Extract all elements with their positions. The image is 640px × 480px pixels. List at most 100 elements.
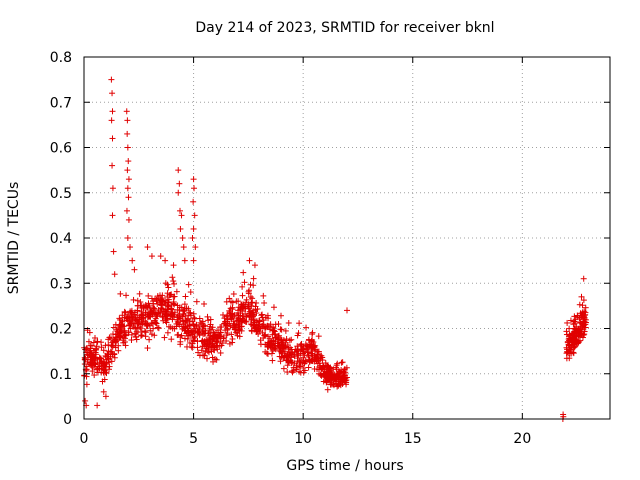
data-point	[176, 180, 183, 187]
data-point	[570, 321, 577, 328]
data-point	[191, 185, 198, 192]
data-point	[135, 329, 142, 336]
data-point	[305, 364, 312, 371]
data-point	[128, 337, 135, 344]
data-point	[305, 353, 312, 360]
data-point	[187, 289, 194, 296]
data-point	[246, 287, 253, 294]
data-point	[98, 344, 105, 351]
data-point	[190, 176, 197, 183]
data-point	[272, 331, 279, 338]
data-point	[90, 339, 97, 346]
data-point	[269, 325, 276, 332]
data-point	[563, 355, 570, 362]
data-point	[569, 334, 576, 341]
data-point	[165, 284, 172, 291]
data-point	[320, 363, 327, 370]
data-point	[300, 369, 307, 376]
data-point	[563, 328, 570, 335]
data-point	[106, 334, 113, 341]
data-point	[338, 359, 345, 366]
data-point	[282, 327, 289, 334]
data-point	[206, 325, 213, 332]
data-point	[189, 340, 196, 347]
data-point	[111, 271, 118, 278]
data-point	[82, 397, 89, 404]
data-point	[115, 325, 122, 332]
data-point	[124, 235, 131, 241]
data-point	[157, 309, 164, 316]
data-point	[178, 332, 185, 339]
data-point	[109, 185, 116, 192]
y-tick-label: 0.2	[50, 322, 72, 338]
data-point	[183, 330, 190, 337]
data-point	[226, 320, 233, 327]
data-point	[196, 326, 203, 333]
data-point	[109, 135, 116, 142]
data-point	[580, 275, 587, 282]
data-point	[223, 337, 230, 344]
data-point	[265, 340, 272, 347]
data-point	[182, 293, 189, 300]
data-point	[287, 350, 294, 357]
data-point	[564, 319, 571, 326]
data-point	[162, 306, 169, 313]
data-point	[123, 108, 130, 115]
data-point	[169, 274, 176, 281]
data-point	[154, 324, 161, 331]
data-point	[94, 369, 101, 376]
data-point	[110, 248, 117, 255]
data-point	[164, 293, 171, 300]
data-point	[217, 329, 224, 336]
data-point	[235, 298, 242, 305]
data-point	[87, 342, 94, 349]
x-tick-label: 20	[513, 431, 531, 447]
data-point	[241, 279, 248, 286]
data-point	[151, 317, 158, 324]
y-tick-label: 0.8	[50, 50, 72, 66]
data-point	[254, 327, 261, 334]
data-point	[87, 354, 94, 361]
data-point	[211, 332, 218, 339]
data-point	[125, 216, 132, 223]
data-point	[179, 235, 186, 241]
data-point	[238, 318, 245, 325]
data-point	[580, 318, 587, 325]
data-point	[159, 298, 166, 305]
y-tick-label: 0.7	[50, 95, 72, 111]
data-point	[137, 325, 144, 332]
data-point	[230, 290, 237, 297]
data-point	[261, 299, 268, 306]
data-point	[294, 332, 301, 339]
data-point	[577, 320, 584, 327]
data-point	[571, 325, 578, 332]
y-tick-label: 0.1	[50, 367, 72, 383]
data-point	[344, 307, 350, 314]
data-point	[187, 309, 194, 316]
data-point	[567, 317, 574, 324]
data-point	[112, 321, 119, 328]
data-point	[115, 347, 122, 354]
data-point	[83, 381, 90, 388]
data-point	[219, 311, 226, 318]
data-point	[228, 314, 235, 321]
data-point	[100, 347, 107, 354]
data-point	[278, 349, 285, 356]
data-point	[312, 354, 319, 361]
data-point	[184, 329, 191, 336]
data-point	[190, 198, 197, 205]
data-point	[116, 322, 123, 329]
data-point	[327, 371, 334, 378]
data-point	[264, 312, 271, 319]
y-tick-label: 0.6	[50, 141, 72, 157]
data-point	[205, 317, 212, 324]
data-point	[86, 329, 93, 336]
data-point	[217, 349, 224, 356]
data-point	[185, 281, 192, 288]
data-point	[288, 359, 295, 366]
data-point	[282, 352, 289, 359]
data-point	[229, 299, 236, 306]
data-point	[226, 295, 233, 302]
data-point	[322, 372, 329, 379]
y-tick-label: 0.3	[50, 276, 72, 292]
